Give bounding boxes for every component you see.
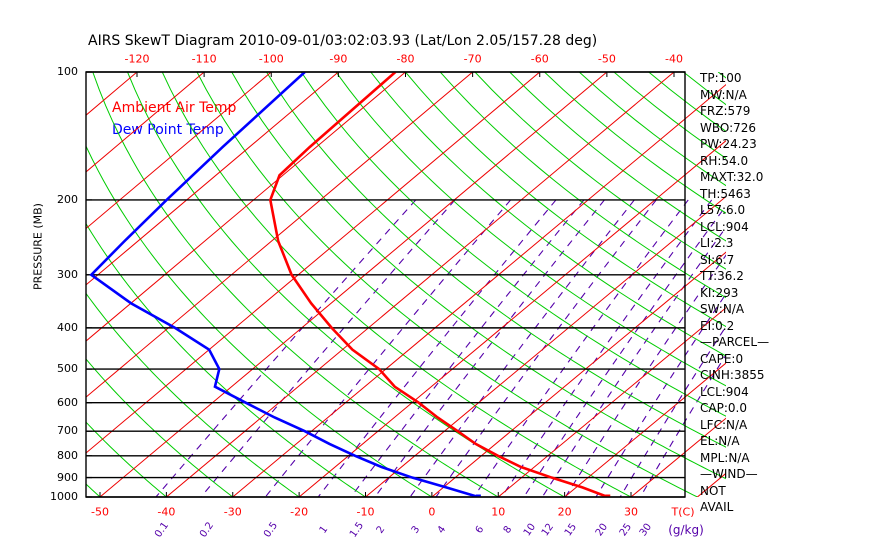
pressure-tick-label: 900	[57, 470, 78, 484]
index-row: L57:6.0	[700, 203, 746, 217]
temperature-tick-label: -120	[124, 52, 150, 66]
index-row: CINH:3855	[700, 368, 765, 382]
index-row: —WIND—	[700, 467, 758, 481]
index-row: NOT	[700, 483, 726, 498]
pressure-tick-label: 200	[57, 192, 78, 206]
temperature-tick-label: -20	[290, 505, 309, 519]
pressure-tick-label: 1000	[50, 490, 78, 503]
temperature-tick-label: -100	[258, 52, 284, 66]
temperature-tick-label: 10	[491, 505, 506, 519]
pressure-tick-label: 300	[57, 267, 78, 281]
index-row: MPL:N/A	[700, 450, 750, 465]
index-row: LI:2.3	[700, 236, 734, 250]
index-row: CAP:0.0	[700, 401, 747, 415]
index-row: TT:36.2	[700, 269, 744, 283]
index-row: AVAIL	[700, 500, 734, 514]
index-row: TH:5463	[700, 186, 751, 201]
temperature-tick-label: -40	[665, 52, 683, 66]
temperature-tick-label: -30	[223, 505, 242, 519]
index-row: SW:N/A	[700, 302, 745, 316]
index-row: RH:54.0	[700, 153, 749, 168]
pressure-tick-label: 400	[57, 320, 78, 334]
plot-border	[85, 71, 686, 498]
index-row: SI:6.7	[700, 252, 735, 267]
x-axis-label-temperature: T(C)	[671, 505, 695, 519]
temperature-tick-label: -40	[157, 505, 176, 519]
dry-adiabat-lines	[86, 72, 726, 497]
temperature-tick-label: 30	[624, 505, 638, 519]
temperature-tick-label: -10	[356, 505, 375, 519]
index-row: EI:0.2	[700, 318, 735, 333]
index-row: LCL:904	[700, 219, 749, 234]
temperature-tick-label: -50	[91, 505, 109, 519]
index-row: KI:293	[700, 285, 739, 300]
data-series	[89, 72, 611, 497]
index-row: LFC:N/A	[700, 417, 748, 432]
pressure-tick-label: 100	[57, 65, 78, 78]
pressure-tick-label: 600	[57, 395, 78, 409]
index-row: CAPE:0	[700, 351, 744, 366]
index-row: MW:N/A	[700, 87, 747, 102]
temperature-tick-label: -80	[396, 52, 415, 66]
temperature-tick-label: 0	[428, 505, 436, 519]
pressure-tick-label: 500	[57, 362, 78, 376]
index-row: MAXT:32.0	[700, 170, 764, 184]
temperature-tick-label: -70	[463, 52, 482, 66]
temperature-tick-label: -50	[597, 52, 616, 66]
index-row: FRZ:579	[700, 104, 751, 118]
index-row: TP:100	[700, 71, 742, 85]
pressure-tick-label: 800	[57, 448, 78, 462]
temperature-tick-label: -110	[191, 52, 217, 66]
index-row: —PARCEL—	[700, 335, 770, 349]
index-row: PW:24.23	[700, 137, 757, 151]
x-axis-label-mixing-ratio: (g/kg)	[668, 523, 704, 537]
legend-ambient-air-temp: Ambient Air Temp	[112, 100, 237, 116]
temperature-tick-label: -60	[530, 52, 549, 66]
page-title: AIRS SkewT Diagram 2010-09-01/03:02:03.9…	[88, 33, 598, 49]
index-row: LCL:904	[700, 384, 749, 399]
index-row: WBO:726	[700, 120, 757, 135]
pressure-tick-label: 700	[57, 424, 78, 438]
index-row: EL:N/A	[700, 434, 740, 448]
indices-panel: TP:100 MW:N/A FRZ:579 WBO:726 PW:24.23 RH:54.…	[700, 70, 820, 516]
temperature-tick-label: 20	[557, 505, 572, 519]
temperature-tick-label: -90	[329, 52, 348, 66]
axis-ticks	[86, 71, 675, 498]
